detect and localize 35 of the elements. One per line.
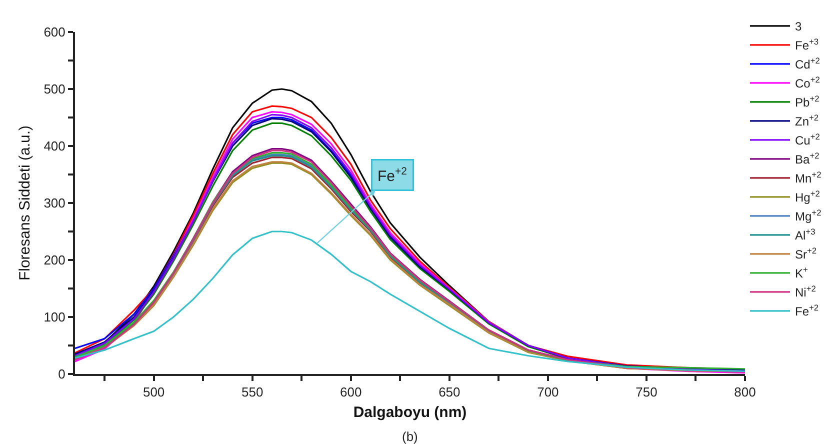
- legend-label: Mn$^{+2}$: [795, 170, 822, 186]
- legend-label: Al$^{+3}$: [795, 226, 816, 243]
- x-tick-label: 650: [438, 384, 460, 400]
- y-tick-label: 500: [44, 82, 66, 97]
- x-tick-label: 800: [734, 384, 756, 400]
- y-tick-label: 100: [44, 310, 66, 325]
- legend-label: Pb$^{+2}$: [795, 94, 820, 110]
- legend-label: Cd$^{+2}$: [795, 56, 820, 72]
- legend-label: Ni$^{+2}$: [795, 284, 816, 300]
- legend-label: 3: [795, 20, 802, 34]
- y-tick-label: 400: [44, 138, 66, 154]
- line-series: [75, 230, 745, 372]
- annotation: Fe$^{+2}$: [378, 166, 408, 185]
- x-tick-label: 550: [242, 384, 264, 400]
- x-axis-title: Dalgaboyu (nm): [353, 404, 467, 422]
- legend-label: Zn$^{+2}$: [795, 112, 819, 129]
- legend-label: K$^{+}$: [795, 264, 808, 281]
- legend-label: Ba$^{+2}$: [795, 150, 820, 167]
- legend-label: Fe$^{+3}$: [795, 36, 819, 53]
- y-axis-title: Floresans Siddeti (a.u.): [16, 125, 34, 281]
- y-tick-label: 0: [58, 366, 66, 382]
- x-tick-label: 700: [537, 384, 559, 400]
- legend-label: Hg$^{+2}$: [795, 188, 820, 205]
- legend-label: Sr$^{+2}$: [795, 246, 817, 262]
- text: (b): [402, 429, 418, 444]
- x-tick-label: 750: [636, 384, 658, 400]
- legend-label: Fe$^{+2}$: [795, 302, 819, 319]
- y-tick-label: 300: [44, 196, 66, 211]
- legend-label: Co$^{+2}$: [795, 74, 820, 91]
- y-tick-label: 600: [44, 24, 66, 40]
- legend-label: Mg$^{+2}$: [795, 208, 822, 224]
- legend-label: Cu$^{+2}$: [795, 132, 820, 148]
- x-tick-label: 600: [340, 384, 362, 400]
- y-tick-label: 200: [44, 252, 66, 268]
- x-tick-label: 500: [142, 384, 165, 400]
